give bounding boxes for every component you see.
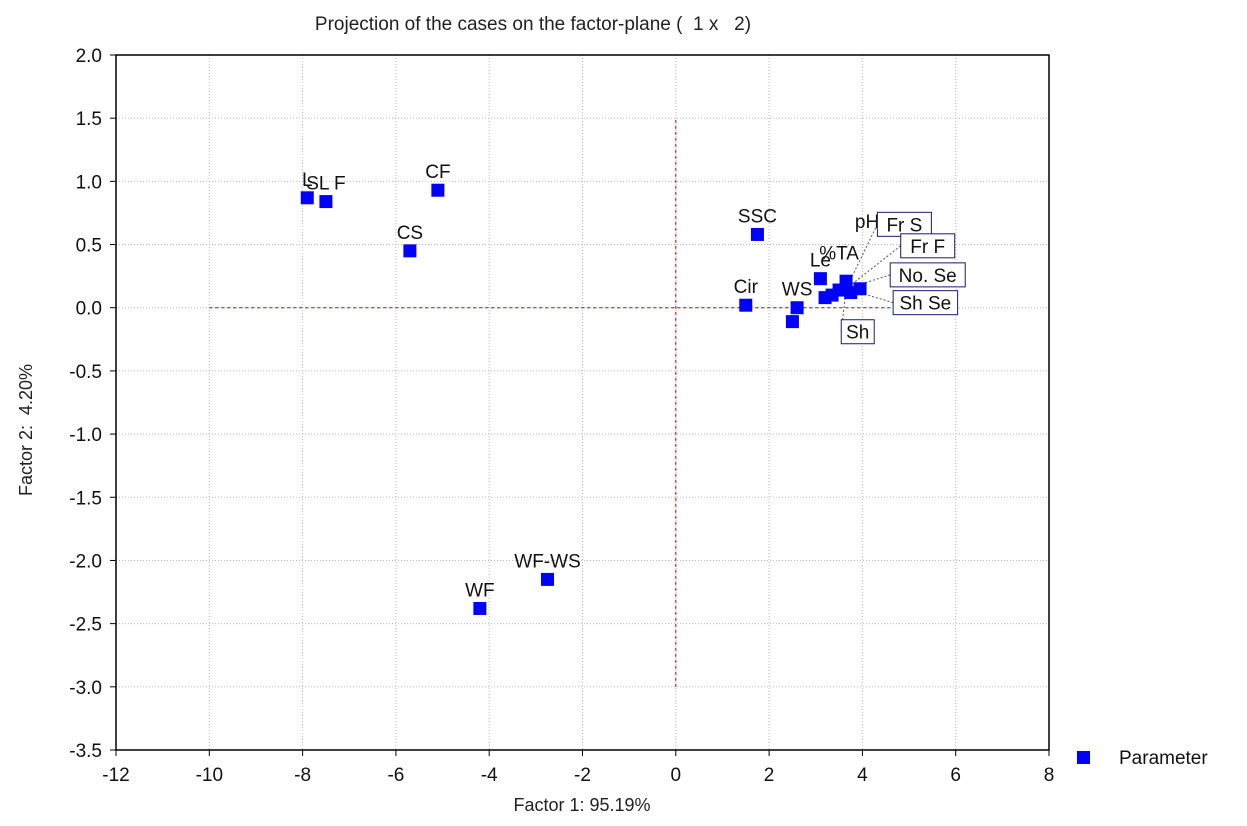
x-tick-label: -4 [481, 765, 498, 786]
point-label-ssc: SSC [738, 206, 777, 227]
callout-line-fr-f [845, 245, 902, 290]
point-labels: LSL F CF CS WF-WS WF SSC Cir WS Le pH %TA Fr SFr F N… [302, 162, 966, 601]
point-label-cs: CS [397, 223, 423, 244]
plot-frame [115, 54, 1050, 751]
label-box-no-se [889, 262, 966, 288]
y-axis-title: Factor 2: 4.20% [16, 364, 36, 496]
point-label-l: L [302, 170, 313, 191]
y-tick-label: 0.5 [76, 236, 102, 257]
y-tick-label: -2.5 [69, 615, 102, 636]
x-tick-label: -2 [574, 765, 591, 786]
point-label-sl-f: SL F [306, 174, 345, 195]
data-point [839, 274, 853, 288]
y-tick-label: 2.0 [76, 46, 102, 67]
data-point [785, 315, 799, 329]
x-tick-label: 2 [764, 765, 775, 786]
grid-lines [116, 55, 1049, 750]
y-tick-label: -3.5 [69, 741, 102, 762]
label-box-sh-se [892, 290, 959, 316]
data-points [300, 183, 867, 615]
data-point-ssc [750, 227, 764, 241]
y-tick-label: 1.0 [76, 172, 102, 193]
data-point-sl-f [319, 195, 333, 209]
point-label-wf-ws: WF-WS [514, 551, 580, 572]
y-tick-label: 1.5 [76, 109, 102, 130]
point-label-fr-s: Fr S [886, 215, 922, 236]
y-tick-label: -0.5 [69, 362, 102, 383]
legend-label-parameter: Parameter [1119, 748, 1208, 769]
legend-marker [1077, 751, 1090, 764]
data-point-cs [403, 244, 417, 258]
x-tick-label: -8 [294, 765, 311, 786]
point-label-le: Le [810, 251, 831, 272]
x-tick-label: 0 [671, 765, 682, 786]
x-tick-label: 4 [857, 765, 868, 786]
point-label-cir: Cir [734, 277, 759, 298]
x-tick-label: 8 [1044, 765, 1055, 786]
data-point-cir [739, 298, 753, 312]
chart-title: Projection of the cases on the factor-pl… [315, 14, 751, 35]
data-point-l [300, 191, 314, 205]
point-label-wf: WF [465, 580, 495, 601]
point-label-ph: pH [855, 212, 879, 233]
y-tick-label: -1.0 [69, 425, 102, 446]
point-label-sh-se: Sh Se [899, 294, 951, 315]
label-box-fr-f [900, 233, 956, 259]
point-label-ws: WS [782, 280, 813, 301]
y-tick-label: -1.5 [69, 488, 102, 509]
point-label-sh: Sh [846, 323, 869, 344]
legend: Parameter [1077, 748, 1208, 769]
axis-ticks: -12 -10 -8 -6 -4 -2 0 2 4 6 8 2.0 1.5 1.0 0.5 0.0 -0.5 -1… [69, 46, 1054, 786]
point-label-ta: %TA [819, 243, 859, 264]
y-tick-label: -3.0 [69, 678, 102, 699]
reference-lines [209, 118, 956, 687]
point-label-fr-f: Fr F [910, 237, 945, 258]
label-box-sh [840, 319, 875, 345]
x-tick-label: -10 [196, 765, 223, 786]
point-label-cf: CF [425, 162, 450, 183]
point-label-no-se: No. Se [899, 266, 957, 287]
data-point-ws [790, 301, 804, 315]
y-tick-label: -2.0 [69, 551, 102, 572]
y-tick-label: 0.0 [76, 299, 102, 320]
data-point-wf [473, 601, 487, 615]
x-axis-title: Factor 1: 95.19% [513, 795, 650, 815]
data-point-cf [431, 183, 445, 197]
x-tick-label: -12 [102, 765, 129, 786]
data-point-wf-ws [541, 572, 555, 586]
x-tick-label: 6 [950, 765, 961, 786]
x-tick-label: -6 [387, 765, 404, 786]
data-point-le [813, 272, 827, 286]
data-point [853, 282, 867, 296]
